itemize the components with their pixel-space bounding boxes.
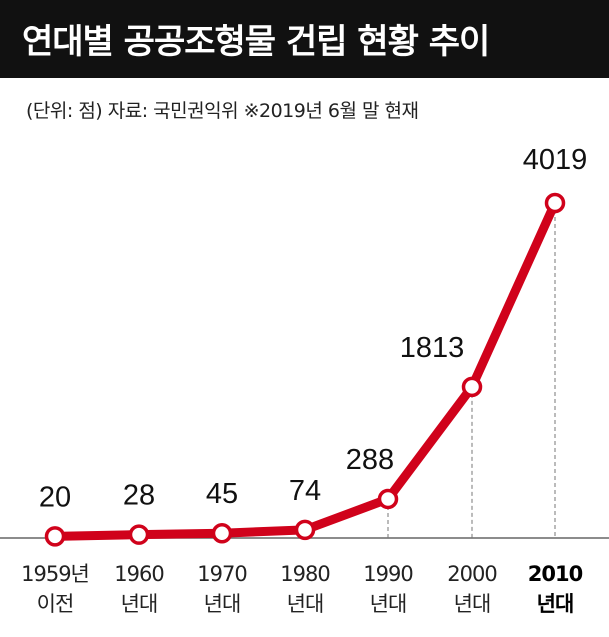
chart-title: 연대별 공공조형물 건립 현황 추이 bbox=[22, 22, 490, 62]
value-label-5: 1813 bbox=[400, 332, 465, 364]
data-point-4 bbox=[377, 488, 399, 510]
data-point-0 bbox=[44, 526, 66, 547]
data-point-6 bbox=[544, 192, 566, 214]
category-label-5-line-1: 년대 bbox=[454, 592, 491, 616]
value-label-0: 20 bbox=[39, 481, 71, 513]
category-label-2-line-1: 년대 bbox=[204, 592, 241, 616]
category-label-1-line-0: 1960 bbox=[114, 562, 163, 586]
category-label-1-line-1: 년대 bbox=[121, 592, 158, 616]
category-label-4-line-0: 1990 bbox=[363, 562, 412, 586]
data-point-5 bbox=[461, 376, 483, 398]
chart-subtitle: (단위: 점) 자료: 국민권익위 ※2019년 6월 말 현재 bbox=[26, 100, 419, 122]
data-point-3 bbox=[294, 519, 316, 541]
category-label-4-line-1: 년대 bbox=[370, 592, 407, 616]
category-label-6-line-1: 년대 bbox=[537, 592, 574, 616]
value-label-2: 45 bbox=[206, 478, 238, 510]
category-label-5-line-0: 2000 bbox=[447, 562, 496, 586]
category-label-6-line-0: 2010 bbox=[528, 562, 583, 586]
title-bar: 연대별 공공조형물 건립 현황 추이 bbox=[0, 0, 609, 78]
category-label-3-line-0: 1980 bbox=[280, 562, 329, 586]
category-label-0-line-1: 이전 bbox=[37, 592, 74, 616]
category-label-0-line-0: 1959년 bbox=[21, 562, 89, 586]
value-label-6: 4019 bbox=[523, 144, 588, 176]
data-point-1 bbox=[128, 524, 150, 545]
category-label-3-line-1: 년대 bbox=[287, 592, 324, 616]
category-label-2-line-0: 1970 bbox=[197, 562, 246, 586]
value-label-1: 28 bbox=[123, 480, 155, 512]
value-label-4: 288 bbox=[346, 444, 394, 476]
data-point-2 bbox=[211, 522, 233, 544]
area-fill bbox=[388, 203, 555, 538]
value-label-3: 74 bbox=[289, 475, 321, 507]
